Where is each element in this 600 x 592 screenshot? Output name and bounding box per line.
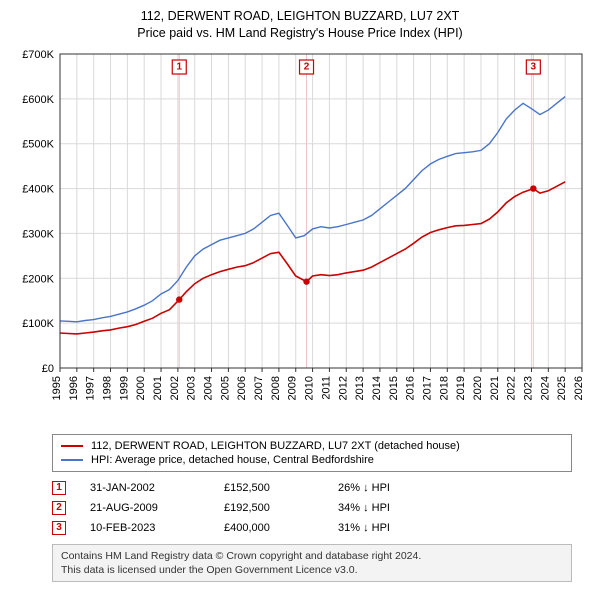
title-line-1: 112, DERWENT ROAD, LEIGHTON BUZZARD, LU7… [10, 8, 590, 25]
legend-label: 112, DERWENT ROAD, LEIGHTON BUZZARD, LU7… [91, 440, 460, 452]
event-marker-badge: 2 [52, 501, 66, 515]
event-row: 2 21-AUG-2009 £192,500 34% ↓ HPI [52, 498, 572, 518]
event-dot-2 [303, 278, 309, 284]
event-date: 31-JAN-2002 [90, 482, 200, 494]
svg-text:2022: 2022 [506, 376, 518, 400]
svg-text:1995: 1995 [51, 376, 63, 400]
event-price: £400,000 [224, 522, 314, 534]
footer-line-1: Contains HM Land Registry data © Crown c… [61, 549, 563, 563]
svg-text:2004: 2004 [203, 376, 215, 400]
svg-text:2009: 2009 [287, 376, 299, 400]
event-marker-badge: 1 [52, 481, 66, 495]
chart-svg: £0 £100K £200K £300K £400K £500K £600K £700K 199… [10, 48, 590, 428]
svg-text:2011: 2011 [320, 376, 332, 400]
legend-swatch [61, 459, 83, 461]
svg-text:£200K: £200K [22, 273, 54, 285]
svg-text:2014: 2014 [371, 376, 383, 400]
legend-swatch [61, 445, 83, 447]
svg-text:2016: 2016 [405, 376, 417, 400]
svg-text:2026: 2026 [573, 376, 585, 400]
svg-text:£400K: £400K [22, 183, 54, 195]
svg-text:£500K: £500K [22, 138, 54, 150]
svg-text:2019: 2019 [455, 376, 467, 400]
svg-text:1996: 1996 [68, 376, 80, 400]
svg-text:£0: £0 [42, 363, 54, 375]
svg-text:2023: 2023 [522, 376, 534, 400]
chart-area: £0 £100K £200K £300K £400K £500K £600K £700K 199… [10, 48, 590, 428]
svg-text:2008: 2008 [270, 376, 282, 400]
event-dot-1 [176, 296, 182, 302]
svg-text:1: 1 [176, 61, 182, 72]
svg-text:2020: 2020 [472, 376, 484, 400]
events-table: 1 31-JAN-2002 £152,500 26% ↓ HPI 2 21-AUG-200… [52, 478, 572, 538]
svg-text:£700K: £700K [22, 49, 54, 61]
svg-text:1997: 1997 [85, 376, 97, 400]
svg-text:2007: 2007 [253, 376, 265, 400]
svg-text:2000: 2000 [135, 376, 147, 400]
svg-text:2001: 2001 [152, 376, 164, 400]
event-date: 10-FEB-2023 [90, 522, 200, 534]
title-block: 112, DERWENT ROAD, LEIGHTON BUZZARD, LU7… [10, 8, 590, 42]
svg-text:2013: 2013 [354, 376, 366, 400]
chart-container: 112, DERWENT ROAD, LEIGHTON BUZZARD, LU7… [0, 0, 600, 592]
svg-text:2006: 2006 [236, 376, 248, 400]
event-row: 1 31-JAN-2002 £152,500 26% ↓ HPI [52, 478, 572, 498]
event-marker-badge: 3 [52, 521, 66, 535]
svg-text:2012: 2012 [337, 376, 349, 400]
svg-text:2002: 2002 [169, 376, 181, 400]
event-diff: 31% ↓ HPI [338, 522, 448, 534]
event-price: £192,500 [224, 502, 314, 514]
svg-text:2015: 2015 [388, 376, 400, 400]
svg-text:£600K: £600K [22, 94, 54, 106]
title-line-2: Price paid vs. HM Land Registry's House … [10, 25, 590, 42]
svg-text:2017: 2017 [421, 376, 433, 400]
legend: 112, DERWENT ROAD, LEIGHTON BUZZARD, LU7… [52, 434, 572, 472]
attribution-footer: Contains HM Land Registry data © Crown c… [52, 544, 572, 582]
footer-line-2: This data is licensed under the Open Gov… [61, 563, 563, 577]
event-dot-3 [530, 185, 536, 191]
svg-text:2: 2 [304, 61, 310, 72]
svg-text:2010: 2010 [304, 376, 316, 400]
event-diff: 34% ↓ HPI [338, 502, 448, 514]
svg-text:1998: 1998 [102, 376, 114, 400]
legend-item: 112, DERWENT ROAD, LEIGHTON BUZZARD, LU7… [61, 439, 563, 453]
svg-text:2018: 2018 [438, 376, 450, 400]
event-row: 3 10-FEB-2023 £400,000 31% ↓ HPI [52, 518, 572, 538]
legend-item: HPI: Average price, detached house, Cent… [61, 453, 563, 467]
svg-text:2021: 2021 [489, 376, 501, 400]
event-date: 21-AUG-2009 [90, 502, 200, 514]
legend-label: HPI: Average price, detached house, Cent… [91, 454, 374, 466]
svg-text:3: 3 [531, 61, 537, 72]
svg-text:2025: 2025 [556, 376, 568, 400]
svg-text:£300K: £300K [22, 228, 54, 240]
svg-text:1999: 1999 [118, 376, 130, 400]
svg-text:2003: 2003 [186, 376, 198, 400]
svg-text:2024: 2024 [539, 376, 551, 400]
svg-text:£100K: £100K [22, 318, 54, 330]
svg-text:2005: 2005 [219, 376, 231, 400]
event-diff: 26% ↓ HPI [338, 482, 448, 494]
event-price: £152,500 [224, 482, 314, 494]
